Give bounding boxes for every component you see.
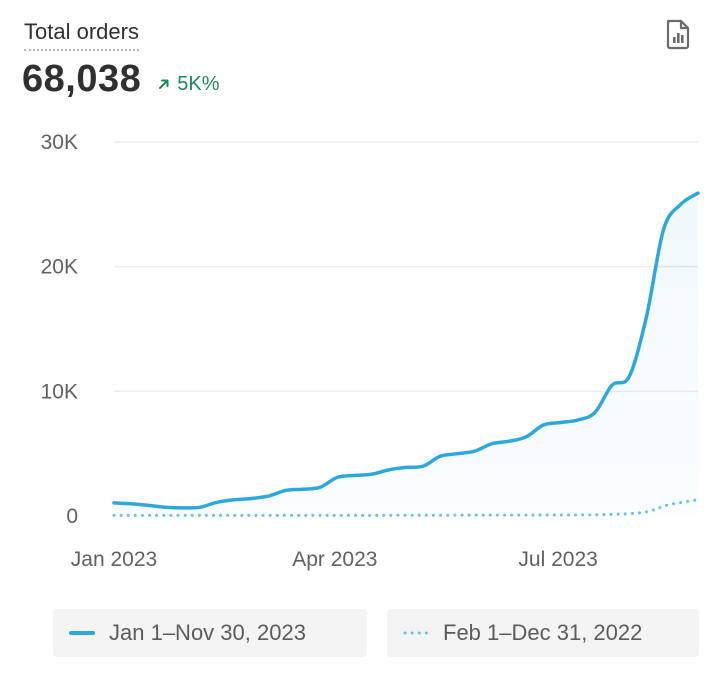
x-tick-label: Jul 2023 bbox=[518, 548, 597, 571]
legend-previous-period[interactable]: Feb 1–Dec 31, 2022 bbox=[387, 609, 699, 657]
solid-line-swatch-icon bbox=[69, 631, 95, 635]
series-area-fill bbox=[114, 193, 698, 516]
change-indicator: 5K% bbox=[157, 73, 219, 96]
change-value: 5K% bbox=[177, 72, 220, 95]
x-tick-label: Jan 2023 bbox=[71, 548, 157, 571]
dotted-line-swatch-icon bbox=[403, 631, 429, 635]
y-tick-label: 0 bbox=[66, 505, 78, 528]
series-line-current bbox=[112, 191, 700, 510]
arrow-up-right-icon bbox=[159, 79, 169, 89]
y-tick-label: 10K bbox=[41, 380, 78, 403]
legend-current-period[interactable]: Jan 1–Nov 30, 2023 bbox=[53, 609, 367, 657]
x-tick-label: Apr 2023 bbox=[292, 548, 377, 571]
series-line-previous bbox=[112, 498, 700, 517]
card-title[interactable]: Total orders bbox=[24, 18, 139, 51]
report-file-icon[interactable] bbox=[664, 18, 692, 50]
total-orders-value: 68,038 bbox=[22, 58, 142, 100]
y-tick-label: 20K bbox=[41, 256, 78, 279]
metric-row: 68,038 5K% bbox=[22, 58, 219, 101]
legend-previous-label: Feb 1–Dec 31, 2022 bbox=[443, 620, 643, 645]
legend-current-label: Jan 1–Nov 30, 2023 bbox=[109, 620, 306, 645]
y-tick-label: 30K bbox=[41, 131, 78, 154]
